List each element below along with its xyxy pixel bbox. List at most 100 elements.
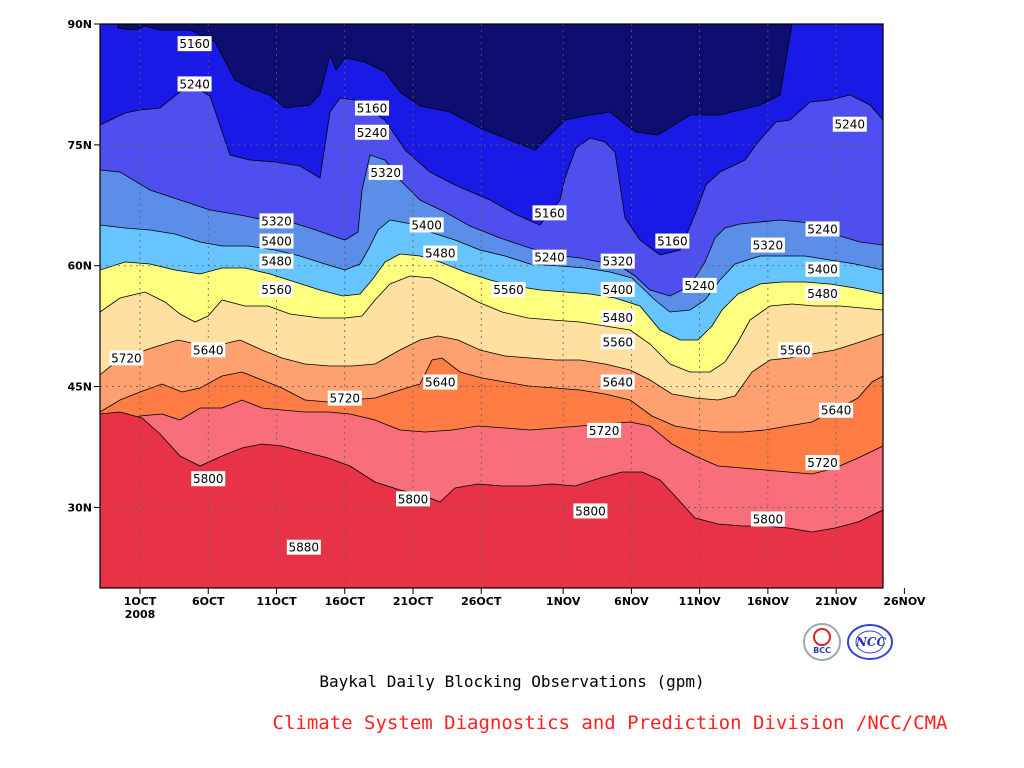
contour-label-27: 5880 (286, 539, 321, 555)
contour-label-20: 5480 (600, 310, 635, 326)
contour-label-33: 5400 (805, 261, 840, 277)
contour-label-11: 5560 (491, 281, 526, 297)
contour-label-4: 5320 (368, 165, 403, 181)
contour-label-bg (109, 350, 144, 366)
contour-label-bg (805, 455, 840, 471)
contour-label-text: 5240 (807, 222, 838, 236)
contour-label-38: 5800 (750, 511, 785, 527)
y-tick-label-0: 30N (67, 501, 92, 514)
contour-label-bg (600, 334, 635, 350)
contour-label-bg (286, 539, 321, 555)
contour-label-16: 5160 (532, 205, 567, 221)
contour-label-1: 5240 (177, 76, 212, 92)
contour-label-6: 5400 (259, 233, 294, 249)
contour-label-bg (423, 245, 458, 261)
contour-label-35: 5560 (778, 342, 813, 358)
contour-label-bg (191, 471, 226, 487)
contour-label-bg (655, 233, 690, 249)
contour-label-text: 5400 (261, 235, 292, 249)
contour-label-text: 5320 (261, 214, 292, 228)
contour-label-bg (396, 491, 430, 507)
credit-text: Climate System Diagnostics and Predictio… (272, 712, 948, 734)
x-tick-label-6: 1NOV (546, 595, 581, 608)
contour-label-text: 5720 (589, 424, 620, 438)
y-tick-label-4: 90N (67, 18, 92, 31)
contour-label-text: 5160 (357, 102, 388, 116)
x-tick-label-1: 6OCT (192, 595, 225, 608)
contour-label-bg (600, 253, 635, 269)
grid-lines (100, 24, 883, 588)
contour-label-text: 5240 (179, 77, 210, 91)
contour-label-31: 5240 (805, 221, 840, 237)
contour-label-bg (177, 36, 212, 52)
contour-label-text: 5160 (657, 235, 688, 249)
contour-label-bg (600, 281, 635, 297)
contour-label-text: 5720 (329, 392, 360, 406)
contour-label-text: 5640 (425, 376, 456, 390)
contour-label-24: 5800 (191, 471, 226, 487)
contour-label-bg (832, 116, 867, 132)
x-tick-label-9: 16NOV (747, 595, 790, 608)
contour-label-23: 5720 (587, 422, 622, 438)
contour-label-bg (259, 281, 294, 297)
contour-label-text: 5400 (807, 263, 838, 277)
contour-label-21: 5560 (600, 334, 635, 350)
contour-label-22: 5640 (600, 374, 635, 390)
contour-label-bg (409, 217, 444, 233)
contour-label-text: 5480 (602, 311, 633, 325)
contour-label-text: 5720 (111, 351, 142, 365)
x-tick-label-4: 21OCT (393, 595, 434, 608)
svg-text:BCC: BCC (813, 646, 831, 655)
contour-label-19: 5400 (600, 281, 635, 297)
contour-label-text: 5320 (370, 166, 401, 180)
x-tick-label-10: 21NOV (815, 595, 858, 608)
plot-frame (99, 23, 884, 589)
contour-label-text: 5880 (289, 541, 320, 555)
contour-label-text: 5480 (807, 287, 838, 301)
contour-labels: 5160 5240 5160 5240 5320 5320 5400 5400 5480 5480… (109, 36, 867, 555)
contour-label-bg (573, 503, 608, 519)
contour-label-bg (259, 253, 294, 269)
contour-label-text: 5720 (807, 456, 838, 470)
contour-label-bg (355, 100, 390, 116)
x-tick-label-11: 26NOV (883, 595, 926, 608)
contour-label-text: 5240 (357, 126, 388, 140)
svg-text:NCC: NCC (855, 635, 887, 649)
contour-label-text: 5240 (835, 118, 866, 132)
contour-label-bg (778, 342, 813, 358)
x-tick-label-8: 11NOV (679, 595, 722, 608)
contour-label-28: 5160 (655, 233, 690, 249)
contour-label-bg (819, 402, 854, 418)
contour-label-bg (355, 124, 390, 140)
contour-label-bg (491, 281, 526, 297)
contour-label-bg (600, 310, 635, 326)
contour-label-text: 5640 (193, 343, 224, 357)
axes: 1OCT 6OCT 11OCT 16OCT 21OCT 26OCT 1NOV 6NOV 11NO… (67, 18, 925, 621)
contour-label-bg (600, 374, 635, 390)
contour-label-text: 5400 (602, 283, 633, 297)
contour-label-bg (750, 511, 785, 527)
contour-label-text: 5800 (753, 513, 784, 527)
chart-title: Baykal Daily Blocking Observations (gpm) (319, 672, 705, 691)
contour-label-text: 5640 (821, 404, 852, 418)
contour-label-bg (805, 285, 840, 301)
x-tick-label-5: 26OCT (461, 595, 502, 608)
x-tick-label-7: 6NOV (614, 595, 649, 608)
y-tick-label-1: 45N (67, 381, 92, 394)
contour-label-30: 5320 (750, 237, 785, 253)
contour-label-9: 5480 (423, 245, 458, 261)
contour-label-text: 5640 (602, 376, 633, 390)
contour-label-bg (682, 277, 717, 293)
contour-label-3: 5240 (355, 124, 390, 140)
contour-label-26: 5800 (573, 503, 608, 519)
contour-label-29: 5240 (682, 277, 717, 293)
contour-label-bg (177, 76, 212, 92)
contour-label-text: 5320 (602, 255, 633, 269)
contour-label-bg (750, 237, 785, 253)
contour-label-7: 5400 (409, 217, 444, 233)
contour-label-text: 5400 (411, 218, 442, 232)
contour-label-17: 5240 (532, 249, 567, 265)
contour-label-bg (532, 205, 567, 221)
contour-label-12: 5720 (109, 350, 144, 366)
